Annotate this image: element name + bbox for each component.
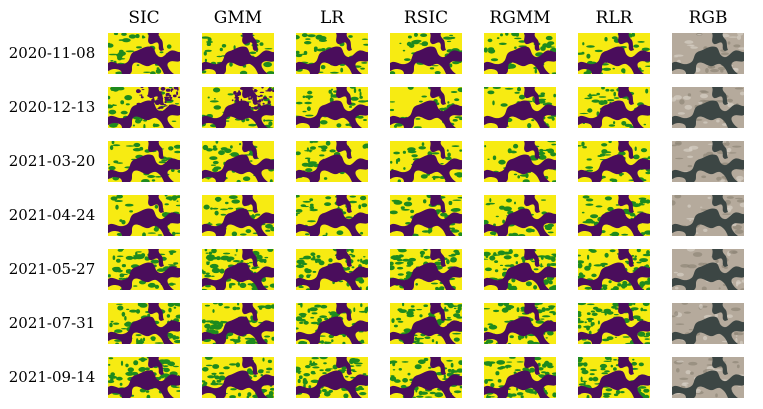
tile-rsic-2021-09-14 — [390, 357, 462, 398]
tile-rsic-2021-03-20 — [390, 141, 462, 182]
tile-lr-2020-11-08 — [296, 33, 368, 74]
tile-rgmm-2021-03-20 — [484, 141, 556, 182]
column-header-rgb: RGB — [688, 8, 728, 28]
tile-rlr-2020-11-08 — [578, 33, 650, 74]
tile-lr-2020-12-13 — [296, 87, 368, 128]
tile-rgmm-2020-11-08 — [484, 33, 556, 74]
tile-sic-2020-11-08 — [108, 33, 180, 74]
column-header-rsic: RSIC — [403, 8, 449, 28]
tile-rgb-2021-04-24 — [672, 195, 744, 236]
tile-rgb-2020-11-08 — [672, 33, 744, 74]
column-header-gmm: GMM — [213, 8, 263, 28]
tile-lr-2021-07-31 — [296, 303, 368, 344]
tile-rsic-2020-11-08 — [390, 33, 462, 74]
column-header-lr: LR — [319, 8, 345, 28]
tile-sic-2021-03-20 — [108, 141, 180, 182]
tile-rlr-2021-03-20 — [578, 141, 650, 182]
tile-rgb-2020-12-13 — [672, 87, 744, 128]
row-label-2021-03-20: 2021-03-20 — [8, 152, 96, 170]
tile-sic-2021-09-14 — [108, 357, 180, 398]
row-label-2021-04-24: 2021-04-24 — [8, 206, 96, 224]
tile-rgb-2021-09-14 — [672, 357, 744, 398]
tile-lr-2021-09-14 — [296, 357, 368, 398]
tile-rsic-2021-04-24 — [390, 195, 462, 236]
tile-lr-2021-03-20 — [296, 141, 368, 182]
tile-rgb-2021-05-27 — [672, 249, 744, 290]
tile-rsic-2021-05-27 — [390, 249, 462, 290]
tile-rgb-2021-07-31 — [672, 303, 744, 344]
tile-lr-2021-04-24 — [296, 195, 368, 236]
tile-rlr-2021-04-24 — [578, 195, 650, 236]
column-header-rlr: RLR — [595, 8, 633, 28]
tile-rgmm-2021-05-27 — [484, 249, 556, 290]
tile-gmm-2020-12-13 — [202, 87, 274, 128]
tile-sic-2021-05-27 — [108, 249, 180, 290]
column-header-rgmm: RGMM — [489, 8, 551, 28]
tile-rsic-2021-07-31 — [390, 303, 462, 344]
tile-gmm-2021-07-31 — [202, 303, 274, 344]
tile-sic-2021-04-24 — [108, 195, 180, 236]
row-label-2020-12-13: 2020-12-13 — [8, 98, 96, 116]
tile-rgmm-2020-12-13 — [484, 87, 556, 128]
row-label-2021-09-14: 2021-09-14 — [8, 368, 96, 386]
tile-gmm-2021-05-27 — [202, 249, 274, 290]
tile-rlr-2021-05-27 — [578, 249, 650, 290]
column-header-sic: SIC — [128, 8, 160, 28]
row-label-2020-11-08: 2020-11-08 — [8, 44, 96, 62]
tile-rgmm-2021-07-31 — [484, 303, 556, 344]
tile-sic-2020-12-13 — [108, 87, 180, 128]
tile-rgmm-2021-09-14 — [484, 357, 556, 398]
tile-rlr-2021-07-31 — [578, 303, 650, 344]
tile-rlr-2021-09-14 — [578, 357, 650, 398]
tile-rgmm-2021-04-24 — [484, 195, 556, 236]
row-label-2021-05-27: 2021-05-27 — [8, 260, 96, 278]
tile-gmm-2021-03-20 — [202, 141, 274, 182]
tile-rsic-2020-12-13 — [390, 87, 462, 128]
row-label-2021-07-31: 2021-07-31 — [8, 314, 96, 332]
tile-gmm-2021-09-14 — [202, 357, 274, 398]
tile-gmm-2020-11-08 — [202, 33, 274, 74]
tile-sic-2021-07-31 — [108, 303, 180, 344]
tile-gmm-2021-04-24 — [202, 195, 274, 236]
tile-rgb-2021-03-20 — [672, 141, 744, 182]
tile-rlr-2020-12-13 — [578, 87, 650, 128]
tile-lr-2021-05-27 — [296, 249, 368, 290]
